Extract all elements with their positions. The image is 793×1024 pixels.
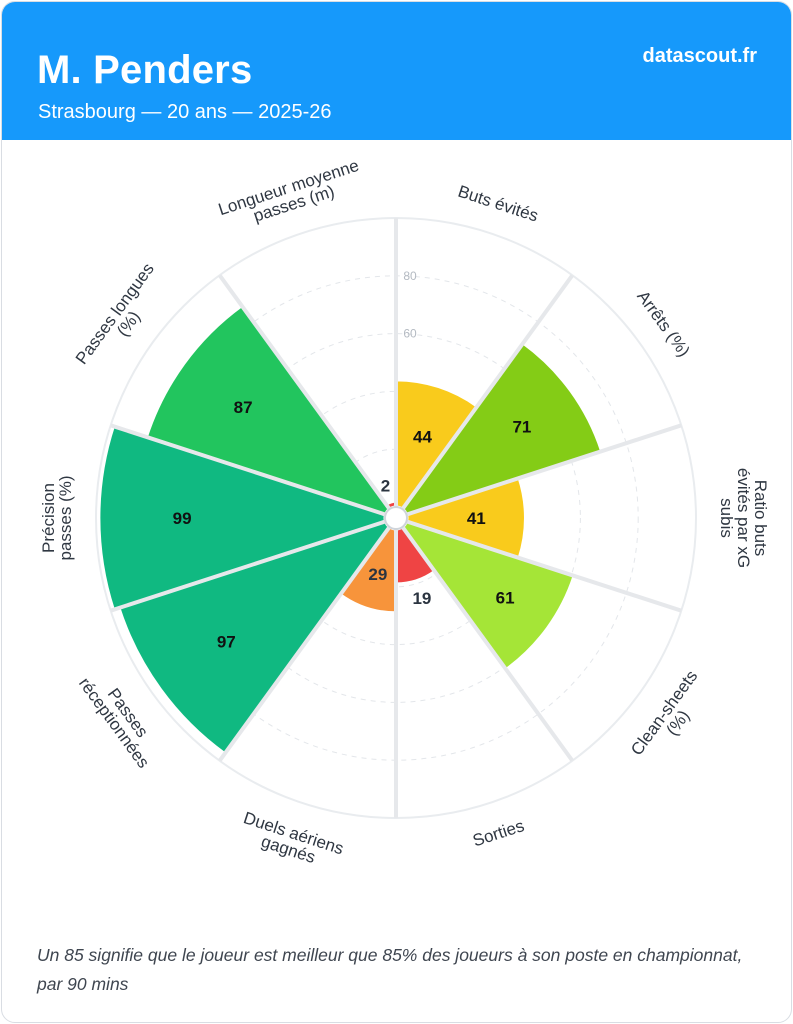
category-label: Buts évités [456, 182, 541, 226]
header-banner: M. Penders Strasbourg — 20 ans — 2025-26… [2, 2, 791, 140]
grid-ring [211, 333, 581, 703]
brand-logo-text: datascout.fr [642, 45, 757, 67]
player-subtitle: Strasbourg — 20 ans — 2025-26 [38, 101, 332, 123]
center-hub [384, 506, 408, 530]
value-label: 87 [234, 398, 253, 417]
value-label: 99 [173, 509, 192, 528]
value-label: 19 [412, 589, 431, 608]
value-label: 41 [467, 509, 486, 528]
spoke-line [218, 274, 392, 511]
background-sector [396, 526, 573, 818]
category-label-line: passes (%) [56, 475, 75, 560]
value-label: 61 [496, 588, 515, 607]
spoke-line [405, 519, 682, 613]
category-label: Sorties [470, 816, 526, 850]
category-label-line: Précision [39, 483, 58, 553]
footnote: Un 85 signifie que le joueur est meilleu… [37, 945, 743, 994]
value-label: 71 [512, 418, 531, 437]
category-label-line: subis [717, 498, 736, 538]
tick-label: 60 [403, 327, 417, 341]
category-label-line: Buts évités [456, 182, 541, 226]
background-sector [219, 218, 396, 510]
background-sector [406, 425, 696, 611]
value-label: 2 [381, 477, 390, 496]
spoke-line [400, 525, 574, 762]
value-label: 44 [413, 428, 432, 447]
spoke-line [110, 519, 387, 613]
value-label: 29 [368, 565, 387, 584]
category-label-line: Ratio buts [751, 480, 770, 557]
category-label-line: évités par xG [734, 468, 753, 568]
spoke-line [218, 525, 392, 762]
spoke-line [405, 423, 682, 517]
spoke-line [400, 274, 574, 511]
value-label: 97 [217, 632, 236, 651]
player-name: M. Penders [37, 48, 253, 92]
category-label-line: Passes longues [72, 260, 158, 368]
tick-label: 80 [403, 269, 417, 283]
spoke-line [110, 423, 387, 517]
category-label-line: Sorties [470, 816, 526, 850]
